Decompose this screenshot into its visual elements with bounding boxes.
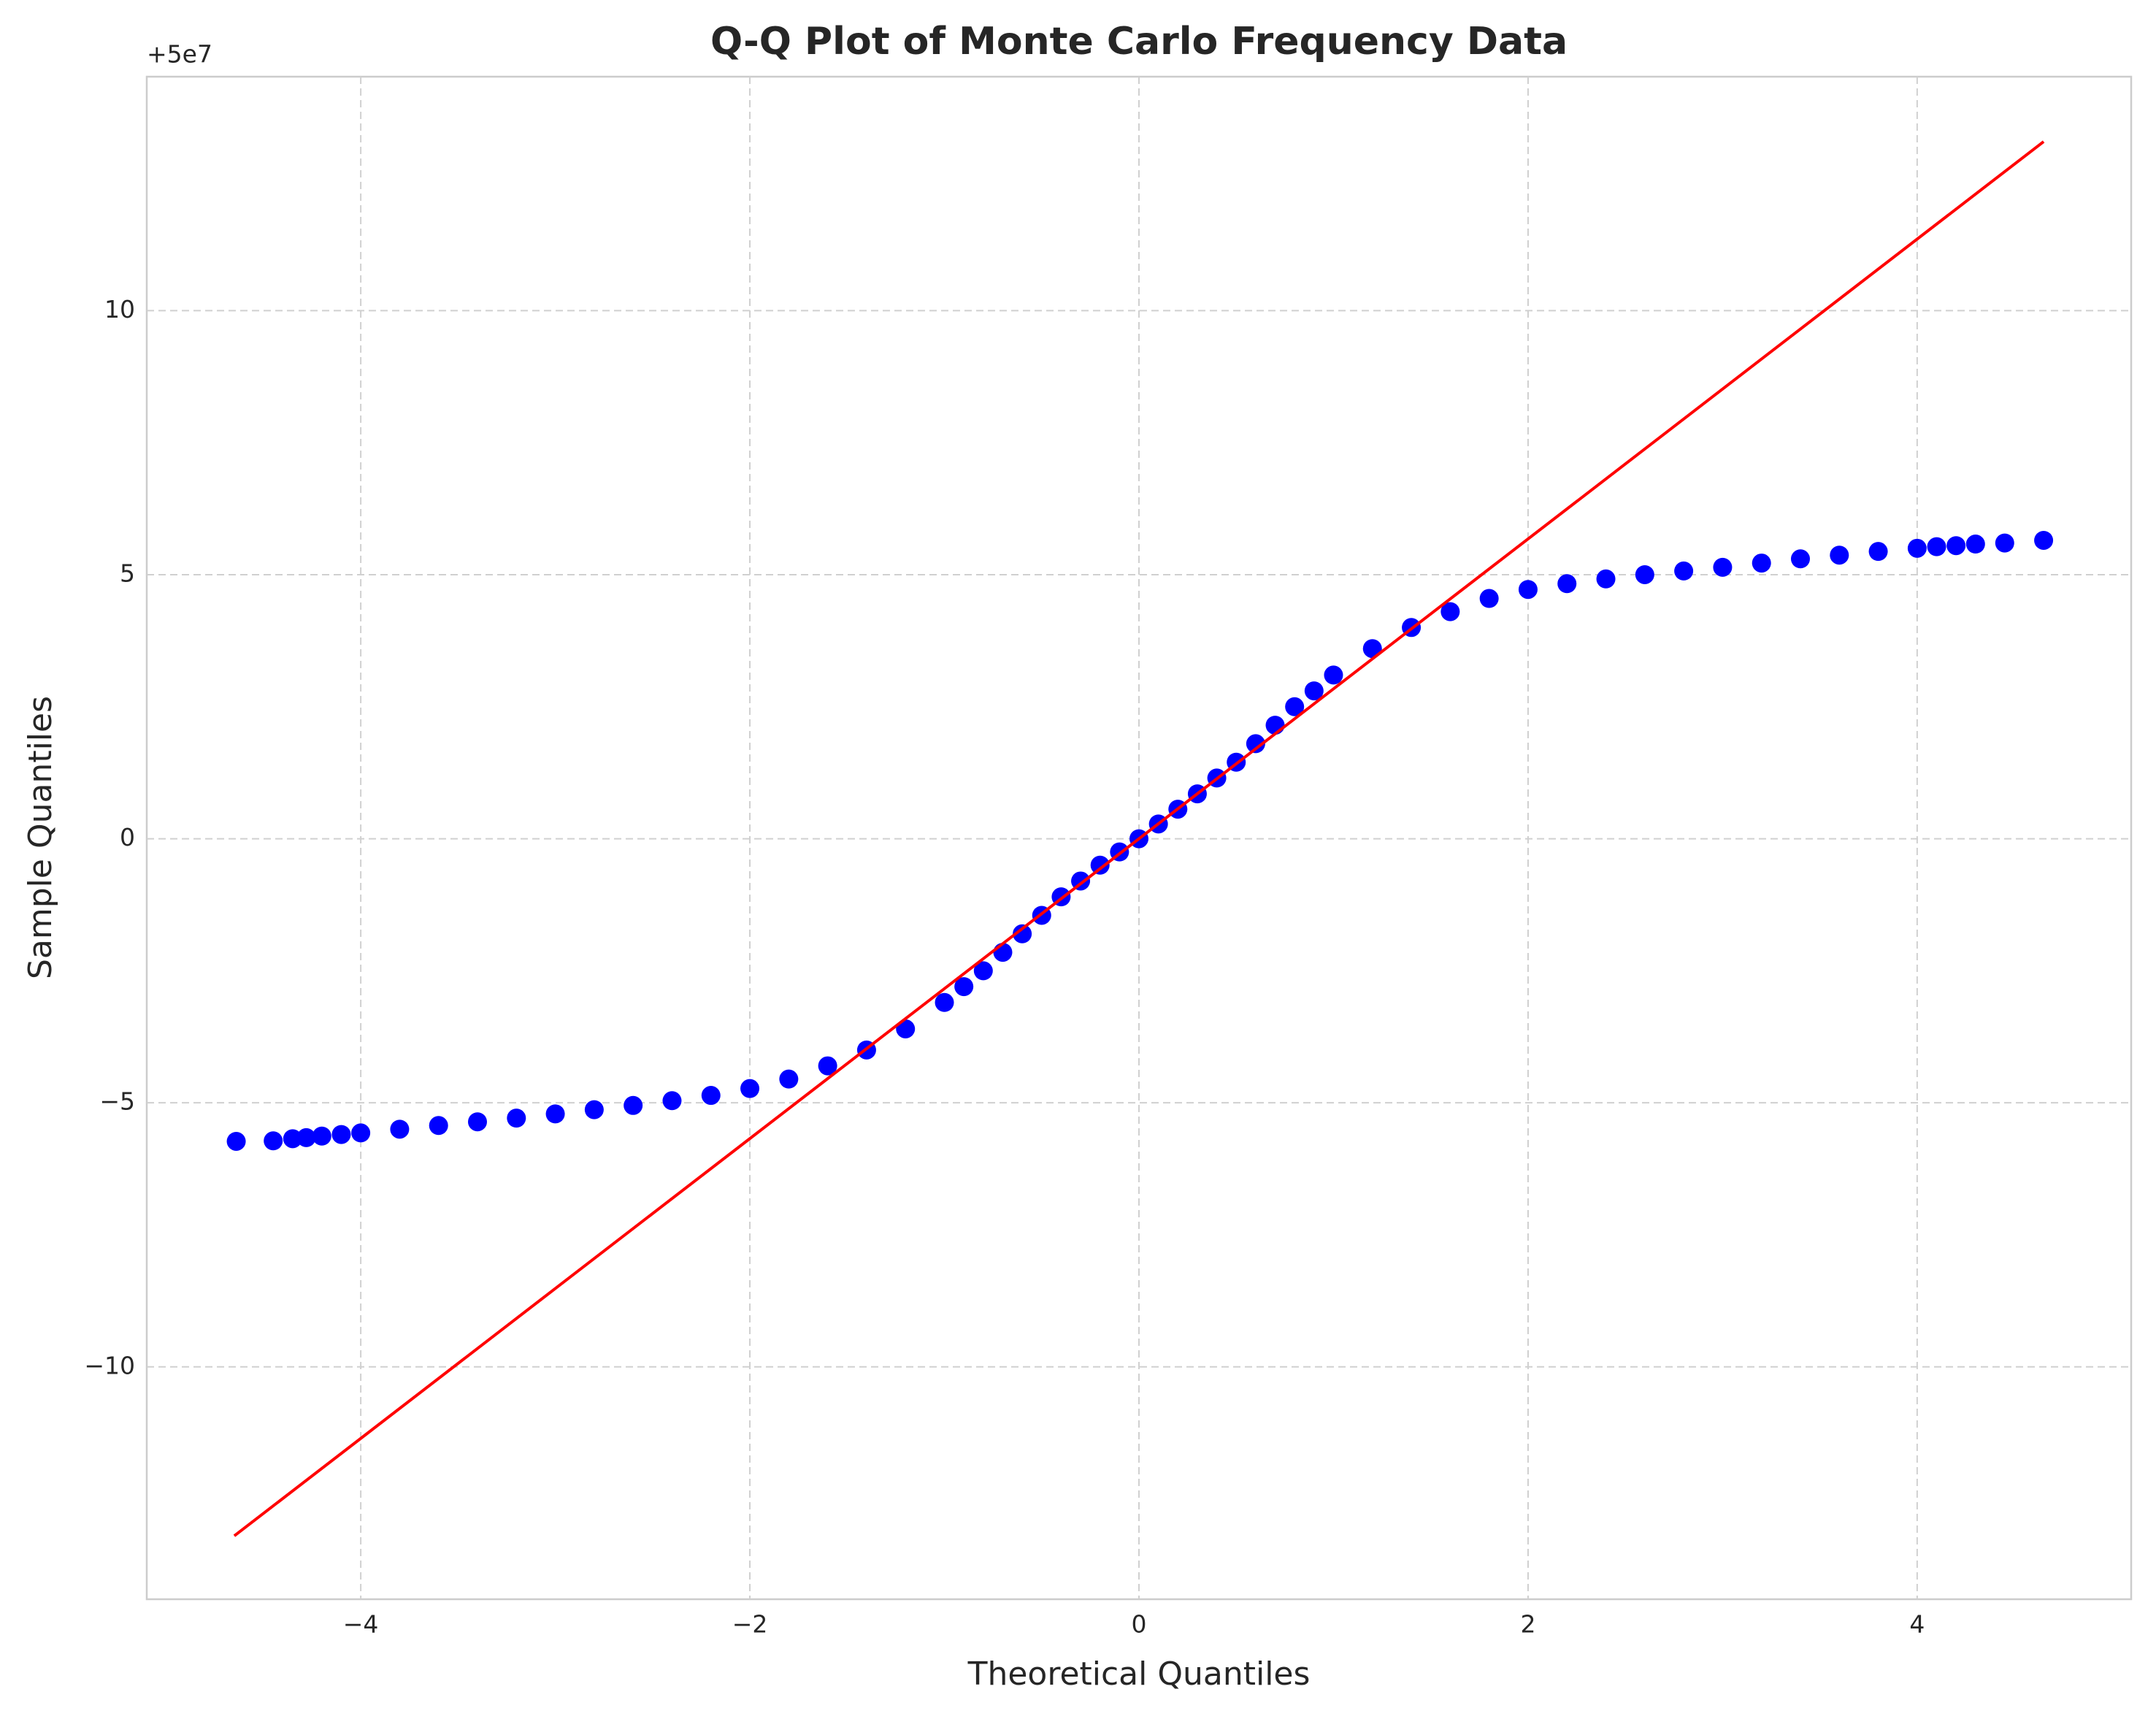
- point: [390, 1119, 410, 1139]
- point: [624, 1095, 643, 1115]
- point: [1830, 545, 1849, 565]
- x-tick-label: 4: [1909, 1610, 1925, 1639]
- point: [1090, 855, 1110, 875]
- point: [429, 1116, 448, 1136]
- point: [2034, 530, 2054, 550]
- point: [1557, 574, 1577, 594]
- x-axis-label: Theoretical Quantiles: [967, 1655, 1311, 1693]
- point: [1965, 535, 1985, 554]
- y-tick-label: 5: [120, 559, 135, 587]
- point: [1596, 569, 1616, 589]
- point: [954, 977, 974, 997]
- point: [584, 1100, 604, 1119]
- point: [468, 1112, 487, 1132]
- point: [1674, 561, 1694, 581]
- point: [1868, 542, 1888, 562]
- point: [1927, 537, 1946, 556]
- point: [1246, 734, 1265, 754]
- point: [1479, 589, 1499, 608]
- point: [1440, 602, 1460, 621]
- x-tick-label: −4: [343, 1610, 379, 1639]
- point: [662, 1091, 682, 1111]
- point: [331, 1125, 351, 1144]
- x-tick-label: −2: [732, 1610, 768, 1639]
- point: [1995, 533, 2014, 553]
- point: [1265, 716, 1285, 735]
- y-axis-label: Sample Quantiles: [22, 696, 59, 979]
- point: [351, 1123, 371, 1143]
- y-tick-label: 0: [120, 823, 135, 851]
- point: [1791, 549, 1810, 569]
- point: [312, 1126, 331, 1146]
- point: [283, 1129, 302, 1149]
- reference-line: [233, 140, 2045, 1537]
- point: [1518, 580, 1538, 600]
- point: [1285, 697, 1305, 716]
- point: [993, 943, 1013, 962]
- point: [1907, 538, 1927, 558]
- point: [818, 1056, 837, 1076]
- point: [740, 1079, 760, 1098]
- x-tick-label: 0: [1132, 1610, 1147, 1639]
- point: [701, 1086, 721, 1106]
- point: [1635, 564, 1654, 584]
- point: [1013, 924, 1032, 943]
- point: [1304, 681, 1324, 701]
- y-tick-label: −5: [99, 1087, 135, 1116]
- point: [507, 1109, 526, 1128]
- point: [1713, 557, 1733, 577]
- y-tick-label: −10: [84, 1351, 135, 1379]
- x-tick-label: 2: [1520, 1610, 1535, 1639]
- point: [545, 1104, 565, 1124]
- y-tick-label: 10: [104, 295, 135, 323]
- chart-title: Q-Q Plot of Monte Carlo Frequency Data: [710, 20, 1568, 64]
- point: [935, 992, 954, 1012]
- point: [296, 1128, 316, 1147]
- point: [264, 1131, 283, 1151]
- y-offset-text: +5e7: [147, 40, 212, 69]
- point: [973, 961, 993, 981]
- point: [1752, 554, 1771, 573]
- point: [779, 1069, 799, 1089]
- point: [226, 1131, 246, 1151]
- point: [1946, 536, 1966, 556]
- point: [1324, 665, 1343, 685]
